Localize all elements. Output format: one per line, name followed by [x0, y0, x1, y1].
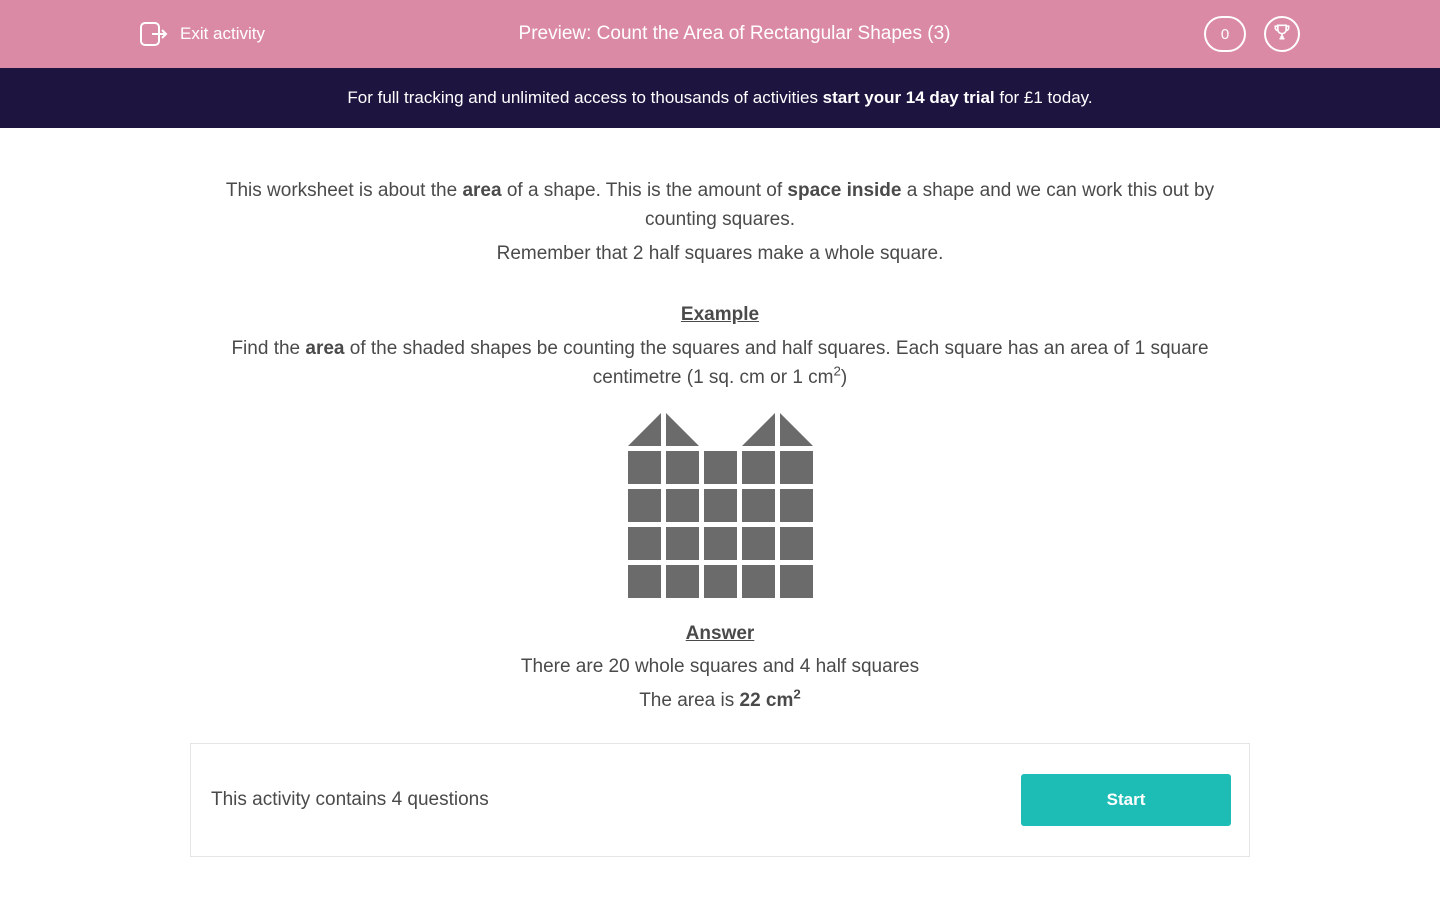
square [780, 565, 813, 598]
example-heading: Example [190, 300, 1250, 329]
answer-bold: 22 cm2 [740, 690, 801, 711]
answer-line-1: There are 20 whole squares and 4 half sq… [190, 652, 1250, 681]
square [780, 489, 813, 522]
trophy-button[interactable] [1264, 16, 1300, 52]
trial-banner[interactable]: For full tracking and unlimited access t… [0, 68, 1440, 128]
header-controls: 0 [1204, 16, 1300, 52]
square [742, 489, 775, 522]
answer-text: The area is [639, 690, 739, 711]
square [628, 527, 661, 560]
square [704, 451, 737, 484]
question-count-label: This activity contains 4 questions [209, 785, 489, 814]
intro-line-2: Remember that 2 half squares make a whol… [190, 239, 1250, 268]
half-square [628, 413, 661, 446]
superscript: 2 [793, 686, 800, 701]
square [742, 451, 775, 484]
activity-footer: This activity contains 4 questions Start [190, 743, 1250, 857]
square [780, 527, 813, 560]
content-area: This worksheet is about the area of a sh… [170, 128, 1270, 857]
example-instruction: Find the area of the shaded shapes be co… [190, 334, 1250, 393]
square [628, 451, 661, 484]
example-text: ) [841, 367, 847, 388]
answer-line-2: The area is 22 cm2 [190, 686, 1250, 715]
answer-heading: Answer [190, 619, 1250, 648]
shape-diagram [628, 413, 813, 603]
trophy-icon [1272, 22, 1292, 47]
square [666, 489, 699, 522]
square [780, 451, 813, 484]
example-bold: area [305, 338, 344, 359]
square [704, 527, 737, 560]
intro-bold-space: space inside [787, 180, 901, 201]
intro-text: This worksheet is about the [226, 180, 463, 201]
square [666, 527, 699, 560]
superscript: 2 [834, 364, 841, 379]
intro-bold-area: area [462, 180, 501, 201]
exit-activity-button[interactable]: Exit activity [140, 22, 265, 46]
half-square [742, 413, 775, 446]
square [742, 527, 775, 560]
square [704, 489, 737, 522]
empty-cell [704, 413, 737, 446]
page-title: Preview: Count the Area of Rectangular S… [265, 23, 1204, 45]
square [628, 489, 661, 522]
square [666, 565, 699, 598]
banner-prefix: For full tracking and unlimited access t… [347, 88, 822, 107]
banner-suffix: for £1 today. [995, 88, 1093, 107]
intro-line-1: This worksheet is about the area of a sh… [190, 176, 1250, 235]
half-square [666, 413, 699, 446]
half-square [780, 413, 813, 446]
square [742, 565, 775, 598]
start-button[interactable]: Start [1021, 774, 1231, 826]
intro-text: of a shape. This is the amount of [502, 180, 788, 201]
score-counter[interactable]: 0 [1204, 16, 1246, 52]
banner-bold: start your 14 day trial [823, 88, 995, 107]
square [704, 565, 737, 598]
example-text: of the shaded shapes be counting the squ… [345, 338, 1209, 388]
answer-value: 22 cm [740, 690, 794, 711]
example-text: Find the [231, 338, 305, 359]
square [628, 565, 661, 598]
exit-icon [140, 22, 168, 46]
square [666, 451, 699, 484]
header-bar: Exit activity Preview: Count the Area of… [0, 0, 1440, 68]
exit-label: Exit activity [180, 24, 265, 44]
